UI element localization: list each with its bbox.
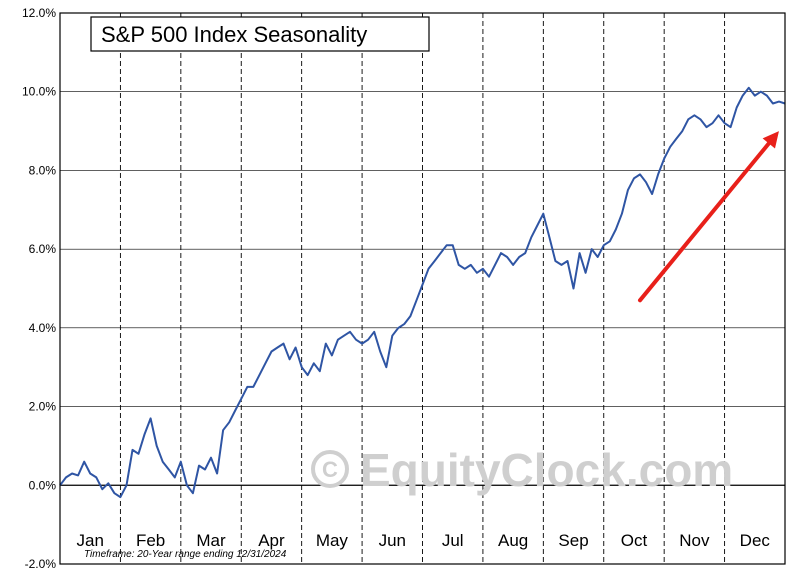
y-tick-label: 2.0% (29, 400, 57, 414)
x-tick-label: Mar (196, 531, 226, 550)
x-tick-label: Dec (740, 531, 771, 550)
watermark: C EquityClock.com (311, 444, 733, 496)
series-line (59, 86, 786, 499)
x-tick-label: May (316, 531, 349, 550)
y-tick-label: 4.0% (29, 321, 57, 335)
y-tick-label: 8.0% (29, 163, 57, 177)
x-tick-label: Oct (621, 531, 648, 550)
y-tick-label: -2.0% (25, 557, 57, 571)
y-axis-ticks: 12.0% 10.0% 8.0% 6.0% 4.0% 2.0% 0.0% -2.0% (22, 6, 56, 571)
copyright-icon-glyph: C (322, 457, 338, 482)
x-tick-label: Jul (442, 531, 464, 550)
chart-title: S&P 500 Index Seasonality (101, 22, 367, 47)
trend-arrow-head (762, 131, 779, 149)
copyright-icon (311, 450, 349, 488)
plot-frame (59, 12, 786, 565)
x-tick-label: Feb (136, 531, 165, 550)
series-layer (59, 86, 786, 499)
y-tick-label: 12.0% (22, 6, 56, 20)
x-tick-label: Sep (558, 531, 588, 550)
x-tick-label: Aug (498, 531, 528, 550)
y-tick-label: 10.0% (22, 85, 56, 99)
y-tick-label: 6.0% (29, 242, 57, 256)
x-tick-label: Jan (76, 531, 103, 550)
title-box (90, 16, 430, 52)
legend-box: S&P 500 Index Seasonality (90, 16, 430, 52)
annotations (638, 131, 779, 303)
y-tick-label: 0.0% (29, 478, 57, 492)
x-tick-label: Apr (258, 531, 285, 550)
trend-arrow-shaft (638, 141, 771, 303)
watermark-text: EquityClock.com (360, 444, 733, 496)
timeframe-note: Timeframe: 20-Year range ending 12/31/20… (84, 549, 287, 560)
x-tick-label: Jun (379, 531, 406, 550)
x-tick-label: Nov (679, 531, 710, 550)
x-axis-ticks: Jan Feb Mar Apr May Jun Jul Aug Sep Oct Nov Dec (76, 531, 770, 550)
